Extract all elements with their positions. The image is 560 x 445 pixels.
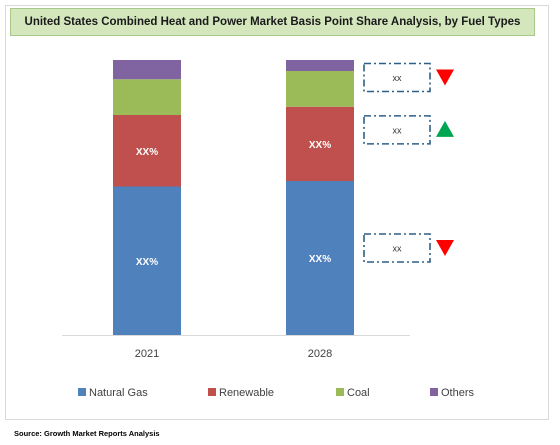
bar-segment-coal-2021 <box>113 79 181 115</box>
legend-label: Others <box>441 387 475 399</box>
annotation-box <box>363 233 431 263</box>
x-tick-label: 2028 <box>308 348 332 360</box>
annotation-text: xx <box>393 244 403 254</box>
data-label: XX% <box>309 140 331 151</box>
chart-title-bar: United States Combined Heat and Power Ma… <box>10 8 535 36</box>
trend-down-arrow-icon <box>436 69 454 86</box>
x-tick-label: 2021 <box>135 348 159 360</box>
annotation-box <box>363 62 431 93</box>
data-label: XX% <box>136 257 158 268</box>
data-label: XX% <box>309 254 331 265</box>
bar-segment-others-2028 <box>286 60 354 71</box>
legend-label: Coal <box>347 387 370 399</box>
bar-segment-renewable-2021 <box>113 115 181 187</box>
bar-segment-others-2021 <box>113 60 181 80</box>
legend-swatch <box>430 388 438 396</box>
trend-down-arrow-icon <box>436 240 454 256</box>
bar-segment-coal-2028 <box>286 71 354 107</box>
source-note: Source: Growth Market Reports Analysis <box>14 429 160 438</box>
legend-swatch <box>78 388 86 396</box>
trend-up-arrow-icon <box>436 120 454 137</box>
legend-label: Renewable <box>219 387 274 399</box>
bar-segment-renewable-2028 <box>286 106 354 181</box>
chart-title: United States Combined Heat and Power Ma… <box>24 16 521 28</box>
annotation-text: xx <box>393 125 403 135</box>
legend-swatch <box>208 388 216 396</box>
bar-segment-natural-gas-2021 <box>113 186 181 335</box>
annotation-text: xx <box>393 73 403 83</box>
legend-label: Natural Gas <box>89 387 148 399</box>
chart-frame <box>5 5 549 420</box>
bar-segment-natural-gas-2028 <box>286 181 354 335</box>
annotation-box <box>363 115 431 145</box>
data-label: XX% <box>136 147 158 158</box>
legend-swatch <box>336 388 344 396</box>
